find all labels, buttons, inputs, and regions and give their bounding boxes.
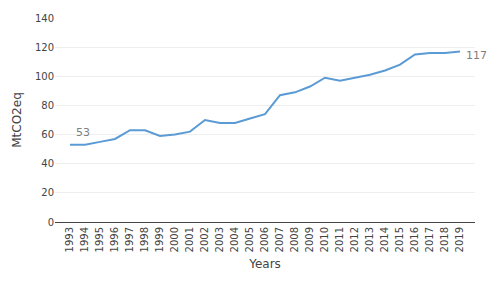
svg-text:2003: 2003 [214,227,225,252]
svg-text:2016: 2016 [409,227,420,252]
svg-text:2001: 2001 [184,227,195,252]
svg-text:117: 117 [466,49,487,62]
svg-text:2015: 2015 [394,227,405,252]
svg-text:2014: 2014 [379,227,390,252]
svg-text:MtCO2eq: MtCO2eq [10,92,24,148]
svg-text:2000: 2000 [169,227,180,252]
svg-text:2002: 2002 [199,227,210,252]
svg-text:120: 120 [35,42,54,53]
svg-text:1996: 1996 [109,227,120,252]
svg-text:2008: 2008 [289,227,300,252]
svg-text:2017: 2017 [424,227,435,252]
svg-text:2004: 2004 [229,227,240,252]
svg-text:1994: 1994 [79,227,90,252]
svg-text:2005: 2005 [244,227,255,252]
svg-text:40: 40 [41,158,54,169]
svg-text:2009: 2009 [304,227,315,252]
svg-text:20: 20 [41,187,54,198]
svg-text:100: 100 [35,71,54,82]
svg-text:1995: 1995 [94,227,105,252]
svg-text:1997: 1997 [124,227,135,252]
svg-text:60: 60 [41,129,54,140]
svg-text:1999: 1999 [154,227,165,252]
svg-text:2006: 2006 [259,227,270,252]
svg-text:2012: 2012 [349,227,360,252]
svg-text:2019: 2019 [454,227,465,252]
svg-text:140: 140 [35,13,54,24]
svg-text:2013: 2013 [364,227,375,252]
svg-text:Years: Years [248,257,281,271]
svg-text:2011: 2011 [334,227,345,252]
svg-text:1998: 1998 [139,227,150,252]
svg-text:53: 53 [76,126,90,139]
svg-text:0: 0 [48,217,54,228]
svg-text:2018: 2018 [439,227,450,252]
svg-text:1993: 1993 [64,227,75,252]
svg-text:2007: 2007 [274,227,285,252]
svg-text:2010: 2010 [319,227,330,252]
svg-text:80: 80 [41,100,54,111]
